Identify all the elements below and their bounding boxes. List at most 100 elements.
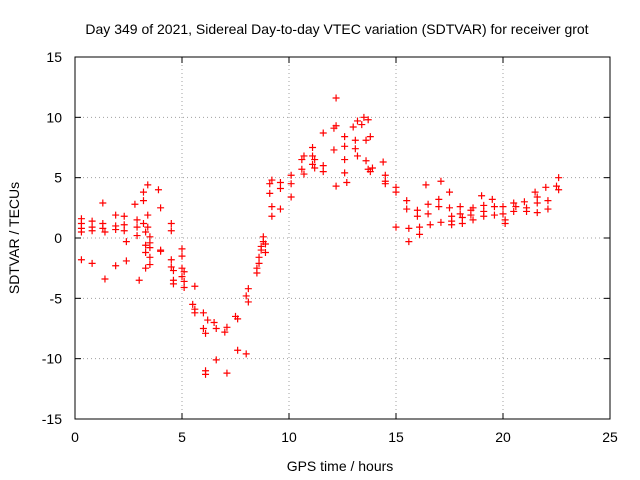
y-tick-label: 0 <box>54 230 62 246</box>
data-point <box>276 185 284 193</box>
data-point <box>458 213 466 221</box>
data-point <box>332 182 340 190</box>
data-point <box>319 162 327 170</box>
grid <box>75 57 610 419</box>
data-point <box>202 329 210 337</box>
data-point <box>244 298 252 306</box>
data-point <box>212 325 220 332</box>
data-point <box>381 180 389 188</box>
y-tick-label: 5 <box>54 170 62 186</box>
data-point <box>122 257 130 265</box>
data-point <box>319 168 327 176</box>
data-point <box>533 209 541 217</box>
y-tick-label: -5 <box>50 290 63 306</box>
data-point <box>234 315 242 323</box>
data-point <box>510 207 518 215</box>
data-point <box>501 220 509 228</box>
data-point <box>223 369 231 377</box>
data-point <box>469 204 477 212</box>
data-point <box>142 241 150 249</box>
data-point <box>341 169 349 177</box>
data-point <box>364 116 372 124</box>
data-point <box>358 121 366 129</box>
data-point <box>353 117 361 125</box>
data-point <box>223 323 231 331</box>
data-point <box>133 216 141 224</box>
data-point <box>403 197 411 205</box>
data-point <box>157 204 165 212</box>
data-point <box>300 170 308 178</box>
data-point <box>202 370 210 378</box>
data-point <box>266 180 274 188</box>
data-point <box>133 223 141 231</box>
data-point <box>311 156 319 164</box>
data-point <box>311 164 319 172</box>
tick-labels: 0 5 10 15 20 25 -15 -10 -5 0 5 10 15 <box>42 49 618 445</box>
data-point <box>523 207 531 215</box>
data-point <box>142 264 150 272</box>
data-point <box>368 164 376 172</box>
x-tick-label: 25 <box>602 429 618 445</box>
data-point <box>77 256 85 264</box>
data-point <box>212 356 220 364</box>
data-point <box>167 263 175 271</box>
data-point <box>199 325 207 332</box>
data-point <box>234 346 242 354</box>
data-point <box>351 136 359 144</box>
data-point <box>362 157 370 165</box>
data-point <box>437 177 445 185</box>
y-tick-label: -10 <box>42 351 62 367</box>
data-point <box>555 174 563 182</box>
data-point <box>101 228 109 236</box>
x-axis-label: GPS time / hours <box>287 458 394 474</box>
y-axis-label: SDTVAR / TECUs <box>6 182 22 294</box>
data-point <box>298 156 306 164</box>
data-point <box>276 205 284 213</box>
data-point <box>446 204 453 212</box>
data-point <box>178 252 186 260</box>
data-point <box>135 276 143 284</box>
data-point <box>413 206 421 214</box>
data-point <box>403 205 411 213</box>
data-point <box>330 146 338 154</box>
data-point <box>490 211 498 219</box>
data-point <box>520 198 528 206</box>
data-point <box>77 228 85 236</box>
data-point <box>416 223 424 231</box>
data-point <box>261 240 269 248</box>
data-point <box>146 233 154 241</box>
data-point <box>349 123 357 131</box>
data-point <box>446 188 453 196</box>
data-point <box>353 152 361 160</box>
data-point <box>362 136 370 144</box>
data-point <box>199 309 207 317</box>
data-point <box>332 94 340 102</box>
data-point <box>480 201 488 209</box>
data-point <box>469 216 477 224</box>
data-point <box>178 264 186 272</box>
data-point <box>287 193 295 201</box>
data-point <box>204 316 212 324</box>
data-point <box>259 233 267 241</box>
data-point <box>379 158 387 166</box>
data-point <box>120 221 128 229</box>
x-tick-label: 5 <box>178 429 186 445</box>
data-point <box>244 285 252 293</box>
data-point <box>456 210 464 218</box>
data-point <box>499 210 507 218</box>
data-point <box>360 113 368 121</box>
data-point <box>510 199 518 207</box>
data-point <box>99 224 107 232</box>
x-tick-label: 0 <box>71 429 79 445</box>
data-point <box>553 182 560 190</box>
data-point <box>122 238 130 246</box>
data-point <box>405 238 413 246</box>
data-point <box>332 122 340 130</box>
ticks <box>74 56 611 420</box>
data-point <box>180 277 188 285</box>
data-point <box>533 199 541 207</box>
data-point <box>142 228 150 236</box>
data-point <box>392 223 400 231</box>
data-point <box>120 212 128 220</box>
data-point <box>448 221 456 229</box>
